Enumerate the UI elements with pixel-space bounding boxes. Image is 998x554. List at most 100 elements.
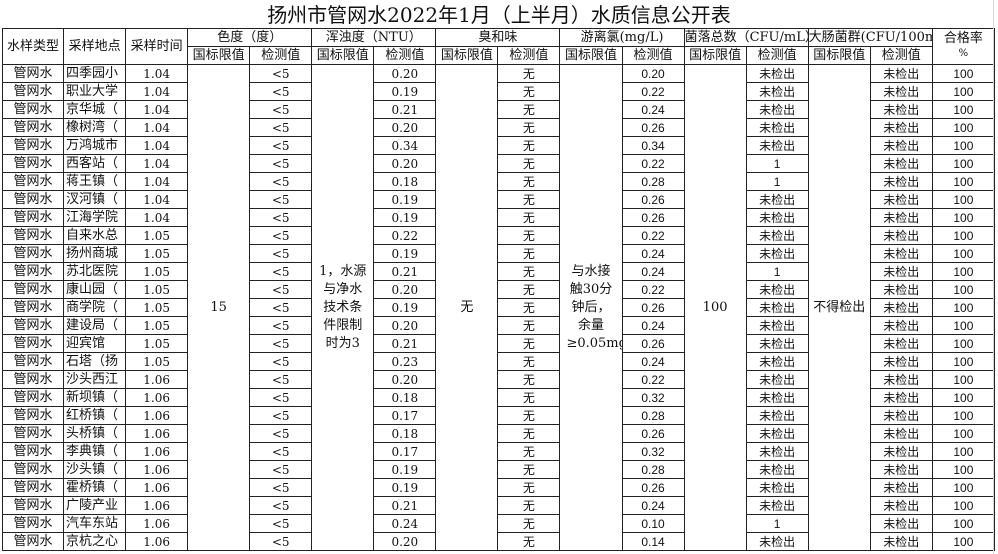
header-colony[interactable]: 菌落总数（CFU/mL） [683,28,809,47]
cell-measured-coliform[interactable]: 未检出 [869,100,933,119]
cell-measured-odor[interactable]: 无 [497,352,561,371]
cell-measured-coliform[interactable]: 未检出 [869,442,933,461]
cell-measured-turbidity[interactable]: 0.19 [373,244,437,263]
cell-measured-coliform[interactable]: 未检出 [869,82,933,101]
cell-measured-coliform[interactable]: 未检出 [869,226,933,245]
cell-measured-coliform[interactable]: 未检出 [869,154,933,173]
cell-measured-coliform[interactable]: 未检出 [869,424,933,443]
cell-measured-colony[interactable]: 未检出 [745,244,809,263]
cell-measured-turbidity[interactable]: 0.21 [373,100,437,119]
cell-measured-turbidity[interactable]: 0.20 [373,370,437,389]
cell-measured-turbidity[interactable]: 0.17 [373,442,437,461]
cell-location[interactable]: 李典镇（ [63,442,127,461]
cell-measured-colony[interactable]: 未检出 [745,298,809,317]
cell-location[interactable]: 苏北医院 [63,262,127,281]
cell-measured-coliform[interactable]: 未检出 [869,388,933,407]
cell-measured-chlorine[interactable]: 0.24 [621,316,685,335]
cell-sample-time[interactable]: 1.06 [125,424,189,443]
cell-measured-color[interactable]: <5 [249,478,313,497]
subheader-limit[interactable]: 国标限值 [435,46,499,65]
cell-sample-time[interactable]: 1.05 [125,352,189,371]
cell-measured-color[interactable]: <5 [249,460,313,479]
cell-measured-odor[interactable]: 无 [497,388,561,407]
cell-measured-chlorine[interactable]: 0.26 [621,118,685,137]
cell-limit-color[interactable]: 15 [187,64,251,551]
cell-measured-colony[interactable]: 未检出 [745,190,809,209]
cell-sample-time[interactable]: 1.06 [125,442,189,461]
cell-measured-odor[interactable]: 无 [497,406,561,425]
cell-measured-coliform[interactable]: 未检出 [869,190,933,209]
cell-location[interactable]: 万鸿城市 [63,136,127,155]
cell-measured-chlorine[interactable]: 0.32 [621,388,685,407]
cell-measured-odor[interactable]: 无 [497,442,561,461]
cell-pass-rate[interactable]: 100 [931,316,996,335]
cell-measured-color[interactable]: <5 [249,424,313,443]
cell-location[interactable]: 头桥镇（ [63,424,127,443]
cell-measured-odor[interactable]: 无 [497,226,561,245]
header-time[interactable]: 采样时间 [125,28,189,65]
cell-measured-turbidity[interactable]: 0.19 [373,208,437,227]
cell-measured-odor[interactable]: 无 [497,64,561,83]
subheader-limit[interactable]: 国标限值 [559,46,623,65]
cell-measured-chlorine[interactable]: 0.24 [621,496,685,515]
cell-sample-time[interactable]: 1.04 [125,154,189,173]
cell-location[interactable]: 石塔（扬 [63,352,127,371]
cell-measured-colony[interactable]: 未检出 [745,496,809,515]
cell-location[interactable]: 江海学院 [63,208,127,227]
cell-measured-colony[interactable]: 未检出 [745,226,809,245]
cell-measured-chlorine[interactable]: 0.26 [621,208,685,227]
cell-measured-odor[interactable]: 无 [497,244,561,263]
header-coliform[interactable]: 大肠菌群(CFU/100ml [807,28,933,47]
cell-measured-color[interactable]: <5 [249,388,313,407]
cell-measured-odor[interactable]: 无 [497,532,561,551]
cell-measured-odor[interactable]: 无 [497,370,561,389]
cell-pass-rate[interactable]: 100 [931,334,996,353]
cell-pass-rate[interactable]: 100 [931,172,996,191]
cell-measured-colony[interactable]: 1 [745,262,809,281]
cell-sample-time[interactable]: 1.04 [125,208,189,227]
cell-pass-rate[interactable]: 100 [931,64,996,83]
cell-measured-coliform[interactable]: 未检出 [869,172,933,191]
cell-measured-color[interactable]: <5 [249,370,313,389]
subheader-measured[interactable]: 检测值 [249,46,313,65]
cell-measured-colony[interactable]: 未检出 [745,532,809,551]
cell-measured-coliform[interactable]: 未检出 [869,244,933,263]
cell-measured-colony[interactable]: 未检出 [745,208,809,227]
cell-measured-chlorine[interactable]: 0.22 [621,370,685,389]
cell-measured-colony[interactable]: 1 [745,154,809,173]
cell-measured-color[interactable]: <5 [249,172,313,191]
subheader-limit[interactable]: 国标限值 [311,46,375,65]
cell-pass-rate[interactable]: 100 [931,136,996,155]
cell-water-type[interactable]: 管网水 [1,136,65,155]
cell-sample-time[interactable]: 1.04 [125,64,189,83]
cell-measured-chlorine[interactable]: 0.34 [621,136,685,155]
cell-measured-odor[interactable]: 无 [497,136,561,155]
cell-location[interactable]: 京杭之心 [63,532,127,551]
cell-water-type[interactable]: 管网水 [1,64,65,83]
header-water-type[interactable]: 水样类型 [1,28,65,65]
cell-measured-color[interactable]: <5 [249,496,313,515]
cell-water-type[interactable]: 管网水 [1,532,65,551]
cell-measured-color[interactable]: <5 [249,334,313,353]
cell-location[interactable]: 新坝镇（ [63,388,127,407]
cell-measured-odor[interactable]: 无 [497,262,561,281]
cell-water-type[interactable]: 管网水 [1,334,65,353]
cell-location[interactable]: 康山园（ [63,280,127,299]
cell-limit-odor[interactable]: 无 [435,64,499,551]
cell-measured-color[interactable]: <5 [249,280,313,299]
cell-measured-colony[interactable]: 未检出 [745,442,809,461]
cell-water-type[interactable]: 管网水 [1,352,65,371]
subheader-limit[interactable]: 国标限值 [187,46,251,65]
cell-sample-time[interactable]: 1.06 [125,496,189,515]
cell-pass-rate[interactable]: 100 [931,442,996,461]
cell-measured-turbidity[interactable]: 0.21 [373,262,437,281]
cell-sample-time[interactable]: 1.06 [125,478,189,497]
cell-sample-time[interactable]: 1.04 [125,190,189,209]
cell-measured-turbidity[interactable]: 0.20 [373,118,437,137]
cell-measured-coliform[interactable]: 未检出 [869,136,933,155]
cell-measured-turbidity[interactable]: 0.20 [373,64,437,83]
cell-measured-chlorine[interactable]: 0.22 [621,154,685,173]
cell-measured-turbidity[interactable]: 0.18 [373,388,437,407]
cell-water-type[interactable]: 管网水 [1,370,65,389]
cell-water-type[interactable]: 管网水 [1,406,65,425]
